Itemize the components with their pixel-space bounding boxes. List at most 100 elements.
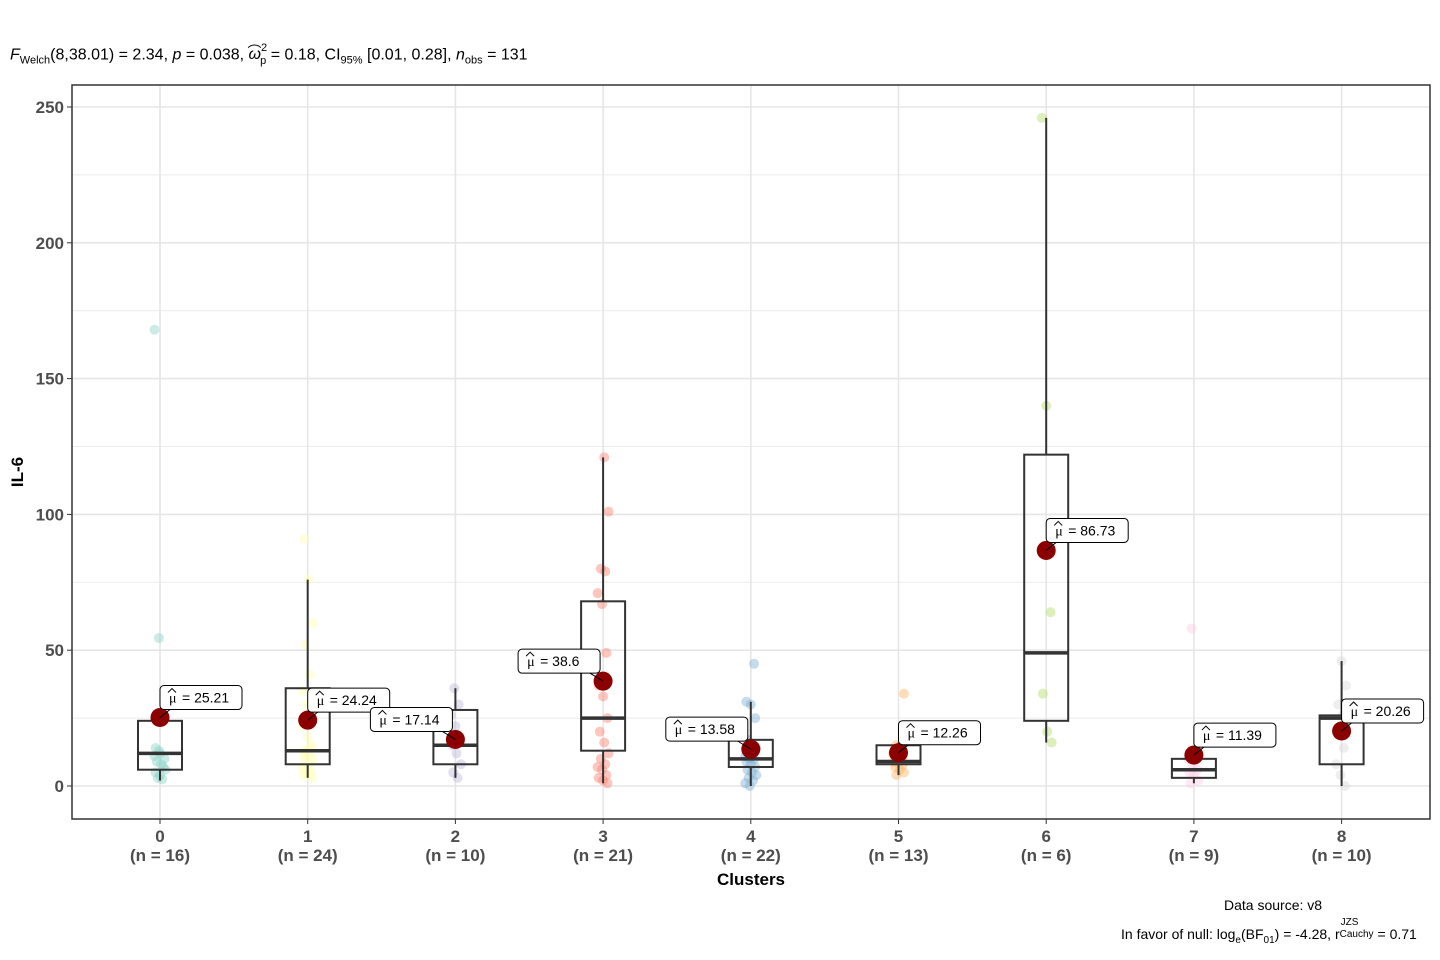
mean-label-hat [315, 690, 325, 696]
data-point [308, 753, 319, 764]
mean-label-mu: μ [908, 727, 916, 742]
mean-label-box [665, 716, 749, 742]
data-point [301, 764, 312, 775]
x-tick-label-n: (n = 10) [1312, 846, 1372, 865]
box-iqr [432, 708, 479, 766]
mean-label-hat [167, 687, 177, 693]
data-point [603, 506, 614, 517]
data-point [1046, 737, 1057, 748]
mean-label-connector [1341, 722, 1352, 732]
data-point [1338, 742, 1349, 753]
mean-label-box [159, 685, 243, 711]
data-point [299, 533, 310, 544]
x-tick-label-n: (n = 9) [1169, 846, 1220, 865]
data-point [307, 772, 318, 783]
mean-label-hat [673, 719, 683, 725]
mean-label-value: = 24.24 [330, 692, 377, 708]
data-point [153, 632, 164, 643]
data-point [451, 748, 462, 759]
data-point [1045, 607, 1056, 618]
data-point [599, 452, 610, 463]
x-tick-label-cluster: 8 [1337, 827, 1346, 846]
data-point [1341, 680, 1351, 691]
y-tick-label: 150 [36, 370, 64, 389]
y-tick-label: 50 [45, 641, 64, 660]
mean-label-value: = 25.21 [182, 690, 229, 706]
x-tick-label-n: (n = 10) [425, 846, 485, 865]
box-iqr [1023, 453, 1070, 722]
data-point [899, 688, 909, 699]
x-tick-label-n: (n = 6) [1021, 846, 1072, 865]
y-tick-label: 250 [36, 98, 64, 117]
mean-label-box [517, 648, 601, 674]
box-iqr [580, 600, 627, 752]
mean-label-value: = 11.39 [1216, 727, 1262, 743]
data-point [156, 759, 167, 770]
data-point [593, 772, 604, 783]
data-point [302, 732, 313, 743]
mean-label-value: = 17.14 [392, 711, 439, 727]
mean-label-box [369, 706, 453, 732]
data-point [602, 778, 613, 789]
data-point [601, 647, 612, 658]
mean-label-value: = 38.6 [540, 653, 580, 669]
data-point [307, 740, 318, 751]
mean-label-connector [442, 731, 456, 740]
box-iqr [284, 687, 331, 766]
data-point [750, 713, 761, 724]
y-tick-label: 0 [55, 777, 64, 796]
x-tick-label-cluster: 4 [746, 827, 756, 846]
x-tick-label-n: (n = 22) [721, 846, 781, 865]
mean-label-box [1193, 722, 1277, 748]
mean-label-value: = 13.58 [688, 721, 735, 737]
data-point [303, 574, 314, 585]
data-point [891, 770, 902, 781]
data-point [599, 737, 610, 748]
plot-panel-border [71, 84, 1431, 820]
data-point [150, 742, 161, 753]
x-tick-label-n: (n = 24) [278, 846, 338, 865]
data-point [298, 770, 309, 781]
mean-label-mu: μ [1055, 524, 1063, 539]
data-point [598, 691, 609, 702]
caption-data-source: Data source: v8 [1224, 897, 1323, 913]
x-tick-label-n: (n = 13) [869, 846, 929, 865]
x-tick-label-cluster: 2 [451, 827, 460, 846]
x-tick-label-n: (n = 16) [130, 846, 190, 865]
x-tick-label-cluster: 7 [1189, 827, 1198, 846]
y-axis: 0 50 100 150 200 250 [36, 98, 72, 796]
x-tick-label-cluster: 5 [894, 827, 903, 846]
x-tick-label-cluster: 3 [598, 827, 607, 846]
mean-label-connector [307, 711, 319, 721]
mean-label-mu: μ [1351, 705, 1359, 720]
x-tick-label-cluster: 6 [1041, 827, 1050, 846]
mean-label-value: = 86.73 [1068, 522, 1115, 538]
data-point [592, 588, 603, 599]
data-point [744, 781, 755, 791]
mean-label-mu: μ [527, 655, 535, 670]
mean-label-hat [1053, 520, 1063, 526]
mean-label-box [1341, 698, 1425, 724]
data-point [452, 772, 463, 783]
mean-label-connector [898, 744, 909, 754]
mean-label-hat [525, 651, 535, 657]
mean-label-mu: μ [169, 692, 177, 707]
data-point [597, 764, 607, 775]
x-tick-label-cluster: 1 [303, 827, 312, 846]
data-point [592, 761, 603, 772]
data-point [449, 683, 460, 694]
mean-label-mu: μ [379, 713, 387, 728]
y-tick-label: 100 [36, 505, 64, 524]
data-point [1037, 688, 1048, 699]
data-point [594, 726, 605, 737]
mean-label-box [1045, 517, 1129, 543]
data-point [304, 669, 315, 680]
data-point [308, 618, 319, 629]
data-point [300, 639, 311, 650]
data-point [299, 751, 310, 762]
data-point [151, 756, 162, 767]
mean-label-connector [737, 740, 752, 750]
x-tick-label-n: (n = 21) [573, 846, 633, 865]
data-point [746, 767, 757, 778]
mean-label-hat [1201, 725, 1211, 731]
